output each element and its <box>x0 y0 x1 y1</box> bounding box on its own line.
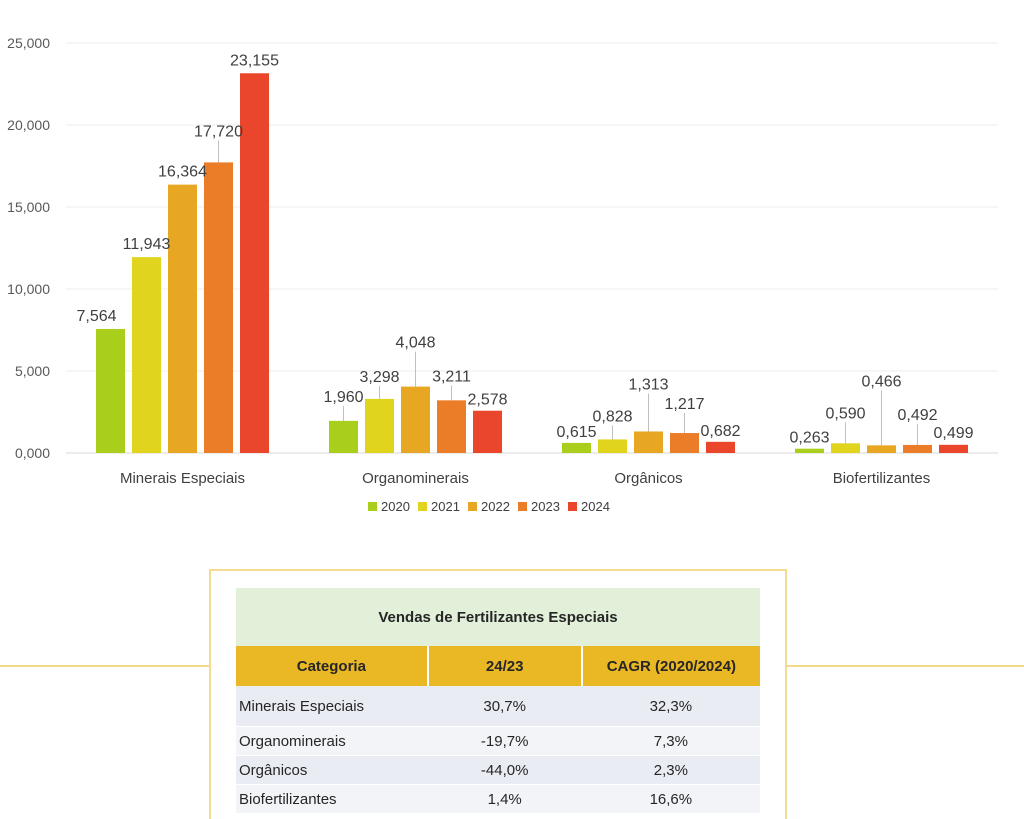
bar <box>365 398 394 453</box>
bar <box>204 162 233 453</box>
table-title: Vendas de Fertilizantes Especiais <box>236 588 760 646</box>
bar <box>903 444 932 453</box>
cell-yoy: 1,4% <box>427 784 582 814</box>
table-row: Biofertilizantes 1,4% 16,6% <box>236 784 760 814</box>
bar <box>831 443 860 453</box>
bar <box>706 441 735 453</box>
bar <box>670 433 699 453</box>
legend-swatch <box>468 502 477 511</box>
bar <box>562 442 591 453</box>
category-labels: Minerais Especiais Organominerais Orgânico… <box>120 470 930 487</box>
legend: 2020 2021 2022 2023 2024 <box>368 499 610 514</box>
data-label: 0,466 <box>861 373 901 390</box>
data-label: 16,364 <box>158 164 207 181</box>
table-row: Organominerais -19,7% 7,3% <box>236 726 760 756</box>
data-labels: 7,564 11,943 16,364 17,720 23,155 1,960 3,298 4… <box>76 52 973 446</box>
data-label: 0,492 <box>897 407 937 424</box>
y-axis-ticks: 0,000 5,000 10,000 15,000 20,000 25,000 <box>7 35 50 461</box>
bar <box>240 73 269 454</box>
header-categoria: Categoria <box>236 646 429 686</box>
legend-label: 2020 <box>381 499 410 514</box>
legend-label: 2024 <box>581 499 610 514</box>
cell-cagr: 32,3% <box>581 686 760 727</box>
legend-swatch <box>568 502 577 511</box>
y-tick-label: 5,000 <box>15 363 50 379</box>
bars <box>96 73 968 454</box>
y-tick-label: 15,000 <box>7 199 50 215</box>
bar <box>473 410 502 453</box>
y-tick-label: 10,000 <box>7 281 50 297</box>
data-label: 0,615 <box>556 424 596 441</box>
bar <box>329 420 358 453</box>
table-header-row: Categoria 24/23 CAGR (2020/2024) <box>236 646 760 686</box>
bar-chart: 0,000 5,000 10,000 15,000 20,000 25,000 7,564… <box>7 35 998 514</box>
y-tick-label: 0,000 <box>15 445 50 461</box>
bar <box>401 386 430 453</box>
cell-category: Organominerais <box>236 726 428 756</box>
data-label: 17,720 <box>194 123 243 140</box>
data-label: 3,211 <box>432 368 471 385</box>
divider-right <box>786 665 1024 667</box>
cell-category: Biofertilizantes <box>236 784 428 814</box>
bar <box>939 444 968 453</box>
bar <box>168 184 197 453</box>
cell-yoy: -19,7% <box>427 726 582 756</box>
bar <box>634 431 663 453</box>
cell-category: Minerais Especiais <box>236 686 428 727</box>
bar <box>96 328 125 453</box>
category-label: Orgânicos <box>614 470 682 487</box>
divider-left <box>0 665 212 667</box>
table-title-row: Vendas de Fertilizantes Especiais <box>236 588 760 646</box>
bar <box>132 257 161 453</box>
data-label: 0,682 <box>700 423 740 440</box>
header-24-23: 24/23 <box>427 646 583 686</box>
data-label: 23,155 <box>230 52 279 69</box>
data-label: 1,217 <box>664 396 704 413</box>
data-label: 1,313 <box>628 376 668 393</box>
data-label: 0,590 <box>825 405 865 422</box>
legend-label: 2021 <box>431 499 460 514</box>
legend-label: 2023 <box>531 499 560 514</box>
cell-cagr: 7,3% <box>581 726 760 756</box>
cell-cagr: 2,3% <box>581 755 760 785</box>
label-leader-lines <box>218 140 918 446</box>
cell-yoy: 30,7% <box>427 686 582 727</box>
data-label: 11,943 <box>123 236 171 253</box>
category-label: Biofertilizantes <box>833 470 931 487</box>
sales-table: Vendas de Fertilizantes Especiais Catego… <box>236 588 760 814</box>
data-label: 0,499 <box>933 425 973 442</box>
table-row: Minerais Especiais 30,7% 32,3% <box>236 686 760 727</box>
data-label: 2,578 <box>467 392 507 409</box>
data-label: 0,828 <box>592 408 632 425</box>
table-row: Orgânicos -44,0% 2,3% <box>236 755 760 785</box>
header-cagr: CAGR (2020/2024) <box>581 646 760 686</box>
bar <box>867 445 896 453</box>
cell-yoy: -44,0% <box>427 755 582 785</box>
bar <box>795 448 824 453</box>
legend-label: 2022 <box>481 499 510 514</box>
legend-swatch <box>418 502 427 511</box>
data-label: 4,048 <box>395 335 435 352</box>
y-tick-label: 20,000 <box>7 117 50 133</box>
legend-swatch <box>518 502 527 511</box>
bar <box>598 439 627 453</box>
y-tick-label: 25,000 <box>7 35 50 51</box>
data-label: 1,960 <box>323 389 363 406</box>
data-label: 7,564 <box>76 308 116 325</box>
cell-cagr: 16,6% <box>581 784 760 814</box>
legend-swatch <box>368 502 377 511</box>
data-label: 0,263 <box>789 430 829 447</box>
category-label: Organominerais <box>362 470 469 487</box>
bar <box>437 400 466 453</box>
cell-category: Orgânicos <box>236 755 428 785</box>
category-label: Minerais Especiais <box>120 470 245 487</box>
data-label: 3,298 <box>359 369 399 386</box>
